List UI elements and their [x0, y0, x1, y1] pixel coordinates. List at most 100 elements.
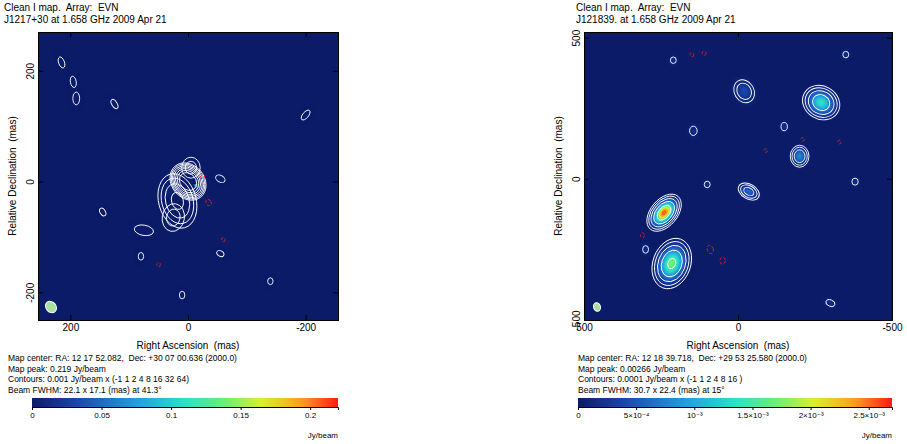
intensity-level	[850, 176, 860, 187]
intensity-level	[690, 127, 697, 136]
intensity-level	[73, 93, 79, 105]
tick-label: -500	[882, 322, 902, 333]
beam	[43, 299, 59, 315]
intensity-level	[782, 123, 787, 130]
contour	[792, 147, 807, 165]
intensity-level	[781, 122, 787, 130]
intensity-level	[845, 53, 847, 55]
intensity-level	[298, 106, 314, 123]
intensity-level	[702, 179, 712, 190]
colorbar-tick-mark	[694, 407, 695, 410]
intensity-level	[640, 243, 650, 256]
intensity-level	[127, 219, 161, 241]
intensity-level	[666, 256, 678, 270]
intensity-level	[735, 82, 753, 101]
colorbar-tick-mark	[869, 407, 870, 410]
colorbar-tick-mark	[32, 407, 33, 410]
intensity-level	[739, 85, 750, 97]
intensity-level	[825, 298, 836, 307]
intensity-level	[213, 247, 228, 261]
intensity-level	[95, 203, 111, 221]
intensity-level	[665, 255, 679, 272]
intensity-level	[113, 102, 116, 106]
colorbar-tick-mark	[241, 407, 242, 410]
intensity-level	[70, 87, 82, 109]
intensity-level	[809, 91, 834, 115]
intensity-level	[645, 248, 647, 251]
panel: Clean I map. Array: EVNJ121839. at 1.658…	[553, 2, 903, 440]
intensity-level	[72, 90, 81, 107]
tick-mark	[333, 182, 338, 183]
intensity-level	[672, 58, 676, 62]
intensity-level	[852, 178, 858, 184]
intensity-level	[296, 105, 316, 126]
intensity-level	[210, 170, 230, 188]
intensity-level	[666, 52, 680, 68]
contour	[170, 191, 186, 211]
intensity-level	[211, 245, 230, 262]
intensity-level	[847, 173, 863, 191]
colorbar	[32, 398, 338, 407]
intensity-level	[700, 177, 714, 193]
intensity-level	[843, 51, 849, 57]
intensity-level	[139, 227, 148, 233]
intensity-level	[300, 109, 312, 122]
intensity-level	[111, 100, 118, 108]
intensity-level	[672, 59, 674, 61]
intensity-level	[727, 73, 761, 109]
intensity-level	[648, 236, 696, 292]
contour	[690, 126, 698, 135]
intensity-level	[129, 221, 159, 240]
intensity-level	[141, 228, 147, 232]
intensity-level	[664, 254, 680, 273]
colorbar-tick-label: 2×10⁻³	[799, 411, 824, 420]
intensity-level	[56, 55, 67, 70]
negative-contour	[690, 52, 694, 56]
intensity-level	[783, 125, 786, 129]
negative-contour	[702, 51, 706, 55]
intensity-level	[212, 171, 228, 186]
intensity-level	[688, 124, 699, 137]
intensity-level	[135, 249, 146, 264]
intensity-level	[706, 183, 709, 186]
intensity-level	[212, 171, 229, 187]
tick-label: -200	[25, 282, 36, 302]
axis: -2000200	[25, 33, 43, 321]
intensity-level	[704, 181, 710, 188]
intensity-level	[661, 251, 683, 276]
intensity-level	[705, 182, 710, 187]
intensity-level	[218, 176, 224, 181]
colorbar-tick: 0.15	[233, 407, 249, 420]
intensity-level	[267, 277, 274, 286]
intensity-level	[655, 203, 673, 222]
intensity-level	[702, 178, 713, 190]
axis-line	[887, 33, 893, 321]
intensity-level	[841, 50, 850, 60]
intensity-level	[798, 154, 802, 159]
contour	[165, 208, 181, 227]
intensity-level	[54, 53, 68, 72]
intensity-level	[854, 180, 857, 183]
intensity-level	[642, 245, 649, 254]
intensity-level	[178, 290, 186, 301]
intensity-level	[794, 150, 804, 162]
subtitle: J121839. at 1.658 GHz 2009 Apr 21	[576, 14, 736, 25]
intensity-level	[267, 277, 274, 286]
intensity-level	[657, 247, 686, 280]
colorbar-axis-line	[579, 408, 893, 411]
intensity-level	[701, 177, 714, 191]
axis	[333, 33, 339, 321]
intensity-level	[138, 252, 144, 261]
colorbar-tick-mark	[752, 407, 753, 410]
colorbar-tick: 1.5×10⁻³	[737, 407, 769, 420]
intensity-level	[218, 251, 223, 255]
intensity-level	[294, 103, 317, 127]
tick-mark	[188, 32, 189, 37]
intensity-level	[208, 168, 233, 190]
intensity-level	[660, 208, 668, 217]
colorbar-tick: 0	[30, 407, 35, 420]
intensity-level	[728, 75, 760, 108]
contour	[734, 80, 754, 102]
intensity-level	[688, 125, 698, 137]
intensity-level	[180, 292, 185, 299]
